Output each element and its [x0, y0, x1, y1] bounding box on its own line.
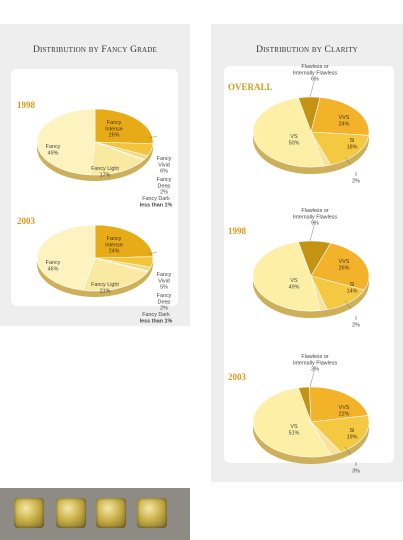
- diamond-photo: [0, 488, 190, 540]
- slice-label: VS 50%: [289, 134, 300, 146]
- slice-label: VVS 26%: [339, 259, 350, 271]
- chart-period-label: 2003: [17, 216, 36, 226]
- pie-slice-vvs: [310, 242, 370, 291]
- leader-line: [344, 156, 352, 166]
- slice-label: SI 19%: [347, 428, 358, 440]
- slice-label: Fancy Vivid 6%: [157, 156, 172, 175]
- pie-slice-fancy: [36, 224, 96, 291]
- slice-label: SI 14%: [347, 282, 358, 294]
- slice-label: VS 51%: [289, 424, 300, 436]
- pie-slice-fancy-intense: [94, 224, 154, 259]
- pie-chart: OVERALL Flawless or Internally Flawless 6% V…: [228, 64, 370, 184]
- chart-period-label: OVERALL: [228, 82, 273, 92]
- slice-label: Fancy Intense 26%: [105, 120, 123, 139]
- pie-slice-fancy-intense: [94, 108, 154, 145]
- pie-slice-si: [310, 415, 370, 453]
- slice-label: Fancy Dark less than 1%: [140, 312, 173, 324]
- clarity-card: OVERALL Flawless or Internally Flawless 6% V…: [224, 64, 394, 474]
- slice-label: SI 18%: [347, 138, 358, 150]
- pie-slice-vvs: [310, 97, 370, 136]
- clarity-panel: Distribution by Clarity OVERALL Flawless …: [211, 24, 403, 482]
- pie-slice-vs: [252, 387, 332, 458]
- slice-label: VVS 24%: [339, 115, 350, 127]
- diamond-image: [137, 498, 167, 528]
- pie-slice-fancy-light: [90, 141, 144, 176]
- slice-label: Fancy Light 21%: [91, 282, 119, 294]
- chart-period-label: 1998: [228, 226, 247, 236]
- leader-line: [309, 77, 316, 98]
- pie-slice-vs: [252, 241, 321, 312]
- fancy-grade-title: Distribution by Fancy Grade: [32, 45, 158, 55]
- diamond-image: [14, 498, 44, 528]
- fancy-grade-pie-charts: 1998 Fancy Intense 26% Fancy Vivid 6% Fancy Deep…: [17, 100, 173, 324]
- fancy-grade-panel: Distribution by Fancy Grade 1998 Fancy Int…: [0, 24, 190, 326]
- pie-chart: 1998 Flawless or Internally Flawless 9% VVS 2…: [228, 208, 370, 328]
- leader-line: [309, 221, 316, 242]
- diamond-image: [96, 498, 126, 528]
- pie-slice-fancy: [36, 108, 96, 176]
- chart-period-label: 1998: [17, 100, 36, 110]
- slice-label: Fancy Light 17%: [91, 166, 119, 178]
- pie-chart: 2003 Fancy Intense 24% Fancy Vivid 5% Fancy Deep…: [17, 216, 173, 324]
- slice-label: Flawless or Internally Flawless 3%: [293, 354, 338, 373]
- slice-label: Fancy Vivid 5%: [157, 272, 172, 291]
- fancy-grade-card: 1998 Fancy Intense 26% Fancy Vivid 6% Fancy Deep…: [11, 69, 178, 324]
- slice-label: Fancy Deep 2%: [157, 293, 172, 312]
- slice-label: Flawless or Internally Flawless 6%: [293, 64, 338, 83]
- slice-label: Fancy 49%: [46, 144, 61, 156]
- clarity-title: Distribution by Clarity: [256, 45, 358, 55]
- slice-label: VS 49%: [289, 278, 300, 290]
- pie-slice-fancy-light: [82, 257, 149, 292]
- slice-label: I 2%: [352, 316, 360, 328]
- leader-line: [344, 446, 352, 456]
- slice-label: Fancy Dark less than 1%: [140, 196, 173, 208]
- leader-line: [344, 300, 352, 310]
- chart-period-label: 2003: [228, 372, 247, 382]
- pie-slice-si: [310, 131, 370, 166]
- slice-label: Fancy Deep 2%: [157, 177, 172, 196]
- pie-slice-vs: [252, 97, 325, 168]
- slice-label: Fancy Intense 24%: [105, 236, 123, 255]
- slice-label: Flawless or Internally Flawless 9%: [293, 208, 338, 227]
- pie-chart: 1998 Fancy Intense 26% Fancy Vivid 6% Fancy Deep…: [17, 100, 173, 208]
- pie-slice-si: [310, 275, 365, 310]
- slice-label: Fancy 46%: [46, 260, 61, 272]
- leader-line: [148, 251, 158, 255]
- clarity-pie-charts: OVERALL Flawless or Internally Flawless 6% V…: [228, 64, 370, 474]
- diamond-image: [56, 498, 86, 528]
- leader-line: [148, 135, 158, 139]
- slice-label: I 2%: [352, 172, 360, 184]
- slice-label: I 3%: [352, 462, 360, 474]
- slice-label: VVS 22%: [339, 405, 350, 417]
- pie-slice-vvs: [309, 386, 369, 423]
- leader-line: [309, 367, 316, 388]
- pie-chart: 2003 Flawless or Internally Flawless 3% VVS 2…: [228, 354, 370, 474]
